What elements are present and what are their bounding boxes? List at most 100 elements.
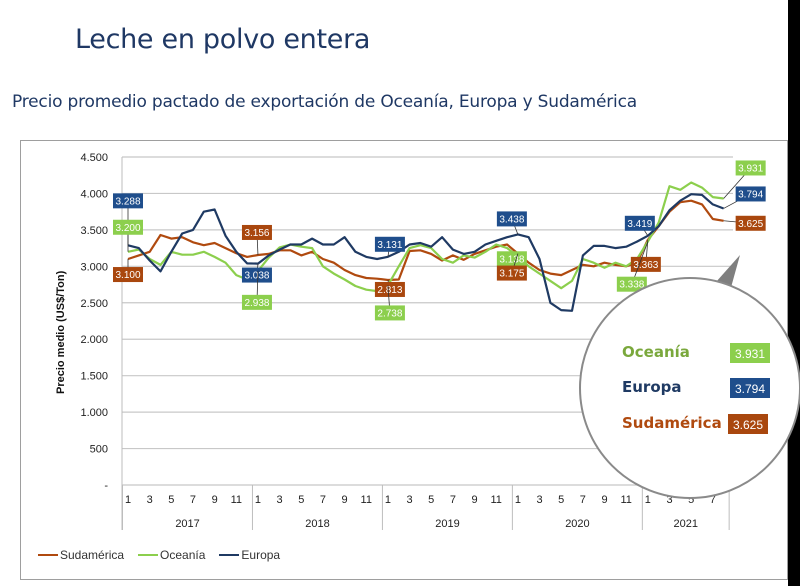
month-tick-label: 5 [428,494,434,506]
month-tick-label: 9 [212,494,218,506]
month-tick-label: 11 [491,494,502,506]
y-tick-label: - [104,480,108,492]
month-tick-label: 9 [601,494,607,506]
data-label: 3.156 [244,228,269,239]
magnifier-callout: Oceanía 3.931 Europa 3.794 Sudamérica 3.625 [579,255,800,499]
data-label-box [735,215,766,231]
magnifier-value: 3.625 [733,418,763,432]
month-tick-label: 1 [125,494,131,506]
year-label: 2017 [175,518,199,530]
data-label-box [374,281,405,297]
data-label: 3.625 [738,219,763,230]
data-label-box [374,236,405,252]
month-tick-label: 11 [361,494,372,506]
data-label: 2.738 [377,308,402,319]
magnifier-value-box [730,378,770,398]
data-labels: 3.288 3.200 3.100 3.156 3.038 2.938 3.131 2.813… [113,160,766,321]
data-label-box [241,267,272,283]
legend-item-sudamerica: Sudamérica [38,548,124,562]
legend-item-europa: Europa [219,548,280,562]
month-tick-label: 9 [471,494,477,506]
y-tick-label: 2.500 [80,298,108,310]
month-tick-label: 3 [277,494,283,506]
data-label: 3.419 [627,219,652,230]
data-label-box [113,267,143,283]
data-label: 3.131 [377,240,402,251]
screen-edge [788,0,800,586]
chart-subtitle: Precio promedio pactado de exportación d… [12,92,637,112]
legend-item-oceania: Oceanía [138,548,205,562]
year-label: 2019 [435,518,459,530]
magnifier-value-box [730,343,770,363]
data-label: 3.138 [499,254,524,265]
legend-label: Europa [241,548,281,562]
magnifier-label: Europa [622,378,682,396]
legend-label: Sudamérica [60,548,125,562]
magnifier-value: 3.794 [735,382,765,396]
month-tick-label: 1 [385,494,391,506]
year-label: 2021 [674,518,698,530]
data-label: 3.363 [633,260,658,271]
data-label-box [113,193,143,209]
data-label-box [616,276,647,292]
data-label-box [113,219,143,235]
legend: Sudamérica Oceanía Europa [38,548,280,562]
magnifier-label: Sudamérica [622,414,722,432]
data-label: 3.288 [115,196,140,207]
month-tick-label: 7 [190,494,196,506]
y-tick-label: 1.000 [80,407,108,419]
series-lines [127,181,724,312]
magnifier-value-box [728,414,768,434]
data-label-box [630,256,661,272]
y-tick-label: 2.000 [80,334,108,346]
series-line-oceania [127,181,724,293]
series-line-europa [127,193,724,312]
month-tick-label: 1 [515,494,521,506]
data-label-box [496,251,527,267]
legend-label: Oceanía [160,548,206,562]
data-label: 3.438 [499,214,524,225]
month-tick-label: 1 [645,494,651,506]
month-tick-label: 3 [536,494,542,506]
month-tick-label: 7 [320,494,326,506]
y-tick-label: 1.500 [80,371,108,383]
legend-swatch [138,554,159,556]
month-tick-label: 5 [558,494,564,506]
month-tick-label: 7 [450,494,456,506]
data-label: 2.813 [377,285,402,296]
month-tick-label: 5 [168,494,174,506]
data-label: 2.938 [244,298,269,309]
data-label-box [735,186,766,202]
y-tick-label: 4.500 [80,152,108,164]
month-tick-label: 9 [342,494,348,506]
data-label: 3.794 [738,189,763,200]
data-label: 3.338 [619,280,644,291]
magnifier-value: 3.931 [735,347,765,361]
data-label-box [624,215,655,231]
magnifier-circle [579,277,800,499]
month-tick-label: 3 [147,494,153,506]
month-tick-label: 3 [666,494,672,506]
month-tick-label: 7 [710,494,716,506]
y-axis-ticks: - 500 1.000 1.500 2.000 2.500 3.000 3.500 4.000 4… [80,152,108,492]
data-label-box [735,160,766,176]
data-label: 3.200 [115,223,140,234]
month-tick-label: 11 [231,494,242,506]
y-tick-label: 3.000 [80,261,108,273]
y-tick-label: 500 [90,444,108,456]
year-label: 2018 [305,518,329,530]
month-tick-label: 1 [255,494,261,506]
y-tick-label: 4.000 [80,188,108,200]
month-tick-label: 11 [620,494,631,506]
magnifier-label: Oceanía [622,343,690,361]
page-title: Leche en polvo entera [75,24,371,55]
year-label: 2020 [565,518,589,530]
data-label-box [496,211,527,227]
data-label: 3.038 [244,271,269,282]
data-label-box [374,305,405,321]
data-label: 3.931 [738,163,763,174]
month-tick-label: 5 [688,494,694,506]
y-tick-label: 3.500 [80,225,108,237]
